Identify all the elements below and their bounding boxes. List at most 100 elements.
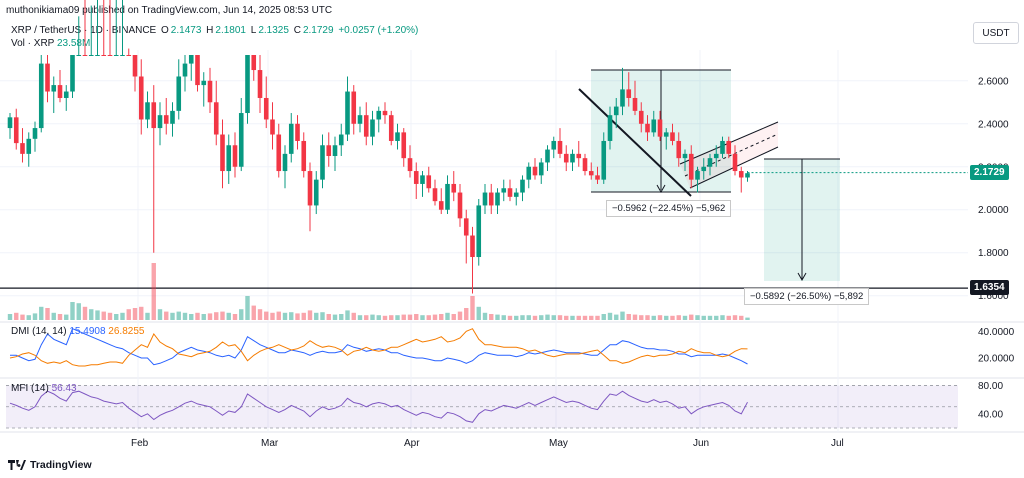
- volume-bar: [407, 314, 413, 320]
- volume-bar: [682, 315, 688, 320]
- candle-body: [382, 110, 388, 116]
- candle-body: [432, 188, 438, 202]
- volume-bar: [195, 312, 200, 320]
- dmi-label: DMI (14, 14): [11, 326, 67, 337]
- volume-bar: [507, 315, 513, 320]
- candle-body: [395, 132, 400, 141]
- candle-body: [188, 55, 194, 64]
- volume-bar: [307, 310, 313, 320]
- volume-bar: [226, 312, 231, 320]
- candle-body: [82, 55, 88, 56]
- candle-body: [332, 145, 338, 157]
- candle-body: [276, 134, 282, 172]
- volume-bar: [620, 311, 625, 320]
- volume-bar: [726, 315, 731, 320]
- volume-bar: [89, 309, 94, 320]
- volume-bar: [107, 312, 113, 320]
- volume-bar: [495, 314, 500, 320]
- candle-body: [482, 192, 488, 206]
- symbol-name: XRP / TetherUS · 1D · BINANCE: [11, 25, 157, 36]
- last-price-tag: 2.1729: [970, 164, 1009, 180]
- volume-bar: [470, 296, 475, 320]
- x-axis-tick: Jun: [693, 438, 709, 449]
- volume-bar: [101, 311, 106, 320]
- high-label: H: [206, 25, 214, 36]
- volume-bar: [214, 312, 219, 320]
- dmi-plus-value: 15.4908: [69, 326, 106, 337]
- candle-body: [413, 171, 419, 184]
- volume-bar: [589, 315, 594, 320]
- volume-bar: [157, 309, 163, 320]
- volume-bar: [676, 315, 681, 320]
- published-caption: muthonikiama09 published on TradingView.…: [6, 5, 333, 16]
- candle-body: [282, 153, 288, 172]
- volume-bar: [189, 314, 194, 320]
- candle-body: [270, 119, 275, 135]
- volume-bar: [339, 314, 344, 320]
- volume-bar: [657, 315, 663, 320]
- candle-body: [638, 110, 644, 124]
- volume-bar: [270, 312, 275, 320]
- volume-bar: [476, 306, 481, 320]
- dmi-minus-line: [9, 328, 748, 367]
- volume-bar: [182, 312, 188, 320]
- candle-body: [201, 80, 207, 86]
- volume-bar: [395, 315, 400, 320]
- candle-body: [301, 140, 307, 172]
- volume-bar: [282, 312, 288, 320]
- volume-bar: [164, 311, 169, 320]
- volume-bar: [551, 315, 556, 320]
- candle-body: [207, 80, 213, 103]
- candle-body: [688, 153, 694, 180]
- candle-body: [557, 140, 563, 154]
- candle-body: [701, 166, 707, 172]
- volume-bar: [445, 312, 450, 320]
- volume-bar: [401, 314, 406, 320]
- candle-body: [563, 153, 569, 163]
- candle-body: [732, 153, 738, 172]
- candle-body: [501, 188, 507, 193]
- x-axis-tick: May: [549, 438, 568, 449]
- candle-body: [707, 158, 713, 167]
- dmi-axis-tick: 40.0000: [978, 327, 1015, 338]
- candle-body: [245, 55, 250, 114]
- candle-body: [157, 115, 163, 129]
- price-axis-tick: 2.6000: [978, 76, 1009, 87]
- tradingview-logo-icon: [8, 460, 26, 470]
- candle-body: [713, 153, 719, 159]
- measure-label-upper: −0.5962 (−22.45%) −5,962: [606, 200, 732, 217]
- price-axis-tick: 2.4000: [978, 119, 1009, 130]
- candle-body: [520, 179, 525, 193]
- candle-body: [138, 76, 144, 120]
- volume-bar: [539, 315, 544, 320]
- volume-bar: [739, 315, 744, 320]
- volume-bar: [701, 315, 706, 320]
- volume-legend: Vol · XRP 23.58M: [11, 38, 90, 49]
- measure-arrowhead: [797, 272, 807, 282]
- volume-bar: [351, 312, 356, 320]
- volume-bar: [132, 308, 138, 320]
- volume-bar: [695, 315, 700, 320]
- volume-bar: [626, 314, 631, 320]
- volume-bar: [220, 311, 225, 320]
- volume-bar: [207, 313, 213, 320]
- high-value: 2.1801: [215, 25, 246, 36]
- candle-body: [345, 91, 350, 135]
- change-value: +0.0257 (+1.20%): [338, 25, 419, 36]
- mfi-line: [9, 390, 748, 423]
- candle-body: [363, 115, 369, 137]
- measure-label-lower: −0.5892 (−26.50%) −5,892: [744, 288, 870, 305]
- measure-arrowhead: [656, 184, 666, 194]
- currency-button[interactable]: USDT: [973, 22, 1019, 44]
- mfi-label: MFI (14): [11, 383, 49, 394]
- volume-bar: [501, 315, 506, 320]
- candle-body: [407, 158, 413, 172]
- candle-body: [401, 132, 407, 159]
- volume-bar: [114, 314, 119, 320]
- volume-bar: [464, 308, 469, 320]
- volume-bar: [520, 315, 525, 320]
- candle-body: [720, 140, 725, 154]
- tradingview-logo[interactable]: TradingView: [8, 459, 92, 471]
- volume-bar: [95, 310, 100, 320]
